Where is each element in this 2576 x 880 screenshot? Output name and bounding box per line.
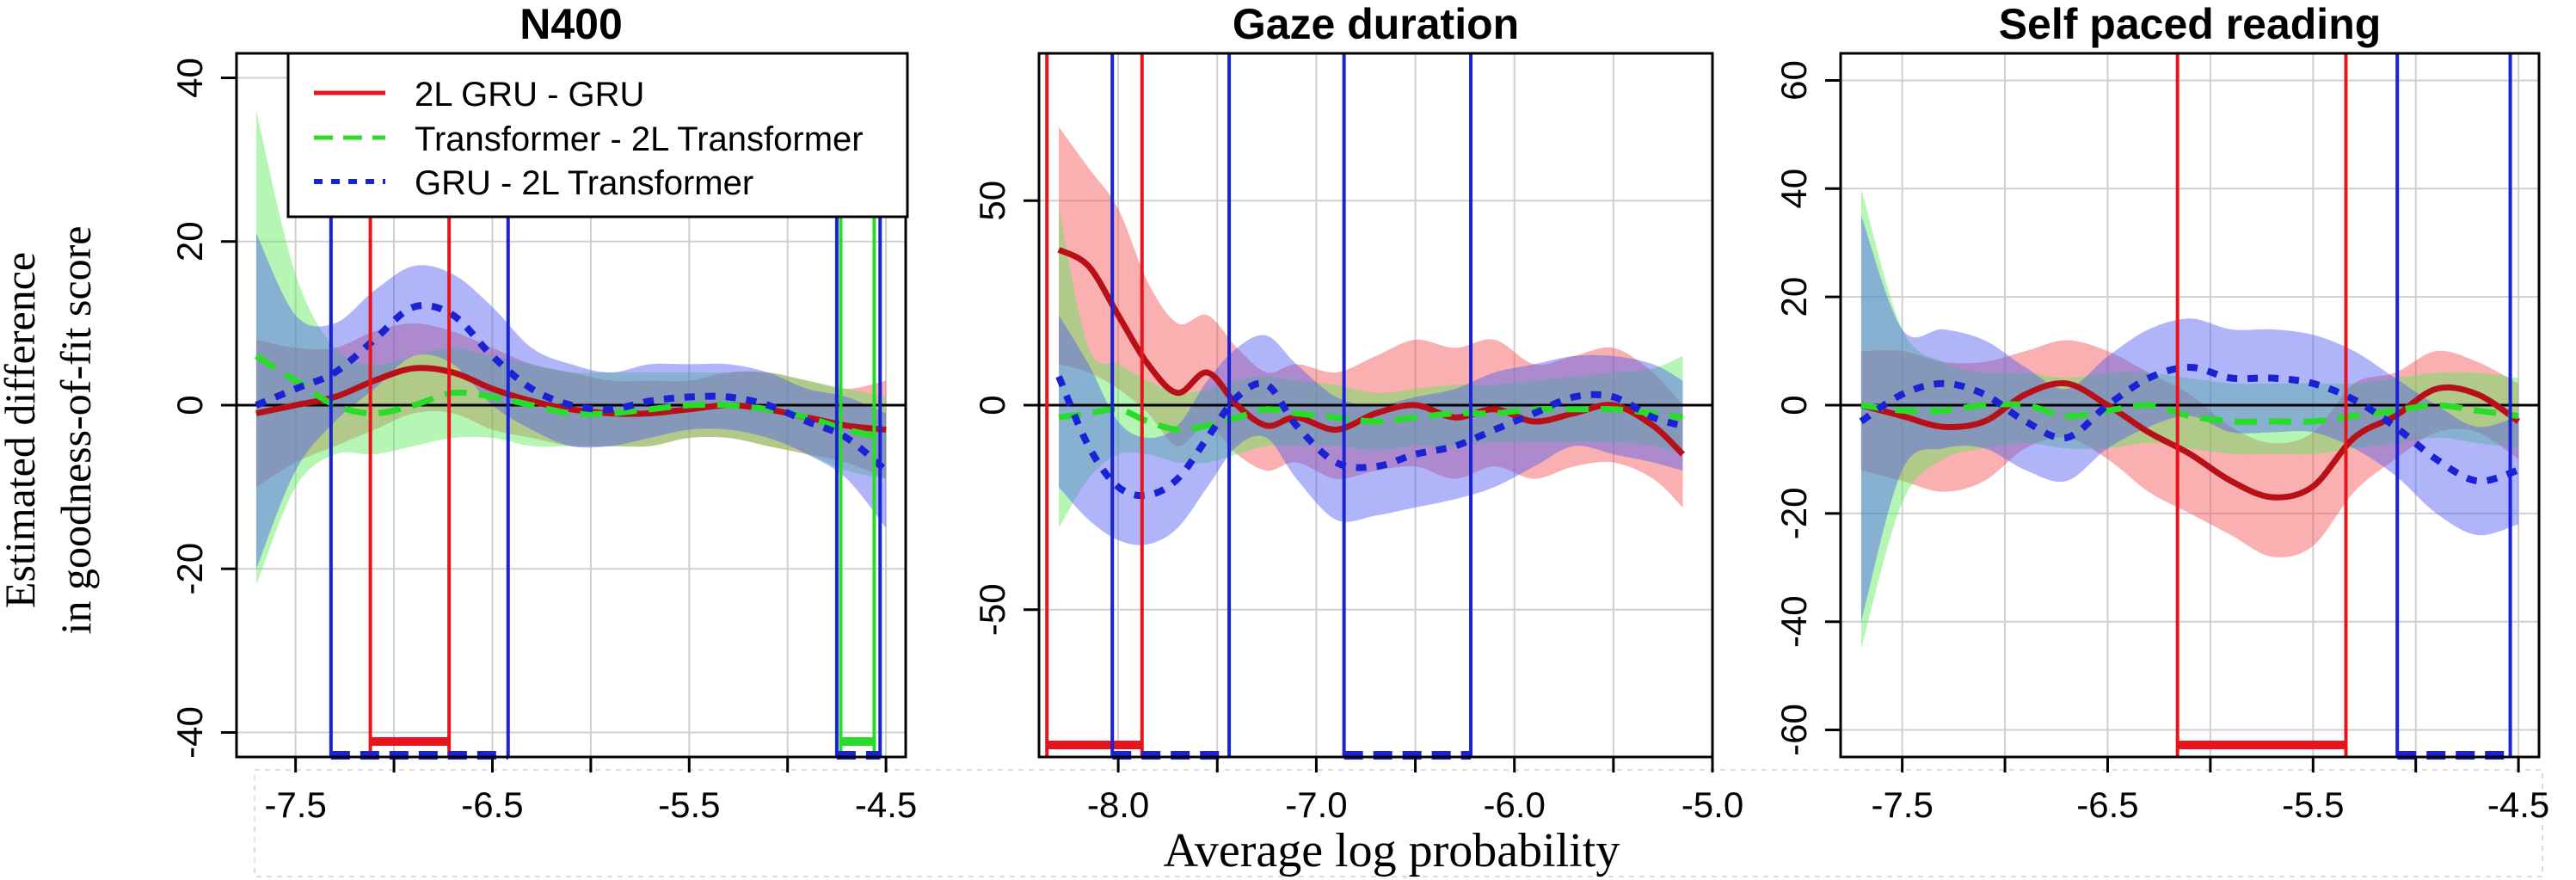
y-axis: -60 -40 -20 0 20 40 60 [1774,60,1841,756]
y-tick-label: 40 [1774,169,1814,209]
y-tick-label: 40 [169,58,210,98]
x-tick-label: -7.5 [1871,785,1933,825]
figure-ylabel-line2: in goodness-of-fit score [52,226,100,635]
plot-area [237,110,906,586]
series-line-red [1057,247,1685,457]
x-tick-label: -5.5 [658,785,720,825]
panel-3: -7.5 -6.5 -5.5 -4.5 -60 -40 -20 0 20 40 60 Self pac… [1774,0,2549,825]
legend: 2L GRU - GRU Transformer - 2L Transforme… [286,52,909,218]
confidence-band-green [1860,188,2519,649]
legend-entry-blue: GRU - 2L Transformer [314,164,753,202]
plot-area [1039,126,1712,545]
significance-region-blue [1110,53,1232,760]
significance-region-blue [1342,53,1473,760]
significance-region-red [2175,53,2348,757]
legend-label-blue: GRU - 2L Transformer [415,164,753,202]
x-axis: -7.5 -6.5 -5.5 -4.5 [1871,757,2549,825]
y-tick-label: -50 [972,583,1012,636]
y-tick-label: 20 [1774,277,1814,317]
x-tick-label: -7.0 [1285,785,1347,825]
x-tick-label: -8.0 [1087,785,1149,825]
series-line-blue [255,302,888,474]
y-tick-label: 0 [1774,395,1814,415]
y-tick-label: 50 [972,181,1012,221]
y-tick-label: 0 [169,395,210,415]
x-tick-label: -4.5 [855,785,917,825]
panel-title: N400 [520,0,623,48]
panel-title: Self paced reading [1999,0,2382,48]
significance-region-blue [2395,53,2512,760]
x-tick-label: -6.5 [2076,785,2138,825]
series-line-green [255,353,887,441]
significance-region-red [1045,53,1144,757]
confidence-band-blue [255,233,887,569]
confidence-band-green [1059,208,1683,528]
y-axis: -40 -20 0 20 40 [169,58,237,759]
legend-box [286,52,909,218]
panel-2: -8.0 -7.0 -6.0 -5.0 -50 0 50 Gaze duration [972,0,1743,825]
series-line-blue [1055,375,1684,500]
x-tick-label: -4.5 [2487,785,2549,825]
y-tick-label: -20 [169,543,210,595]
series-line-green [1058,405,1683,434]
legend-label-red: 2L GRU - GRU [415,76,644,114]
y-tick-label: 0 [972,395,1012,415]
x-axis: -8.0 -7.0 -6.0 -5.0 [1087,757,1743,825]
x-tick-label: -5.0 [1681,785,1743,825]
series-line-green [1860,401,2519,425]
y-tick-label: -40 [1774,595,1814,648]
y-tick-label: -40 [169,706,210,759]
legend-label-green: Transformer - 2L Transformer [415,120,864,158]
legend-entry-green: Transformer - 2L Transformer [314,120,864,158]
y-tick-label: -20 [1774,487,1814,539]
y-tick-label: -60 [1774,704,1814,756]
figure-ylabel-line1: Estimated difference [0,252,44,608]
panel-title: Gaze duration [1233,0,1519,48]
x-tick-label: -6.0 [1484,785,1546,825]
y-axis: -50 0 50 [972,181,1039,636]
y-tick-label: 60 [1774,60,1814,101]
x-axis: -7.5 -6.5 -5.5 -4.5 [264,757,917,825]
figure-xlabel: Average log probability [1164,824,1620,877]
x-tick-label: -5.5 [2282,785,2344,825]
series-line-red [255,365,887,433]
legend-entry-red: 2L GRU - GRU [314,76,644,114]
confidence-band-blue [1059,315,1683,545]
confidence-band-red [1059,126,1683,508]
y-tick-label: 20 [169,221,210,262]
series-line-blue [1859,363,2520,485]
x-tick-label: -6.5 [461,785,523,825]
x-tick-label: -7.5 [264,785,326,825]
plot-area [1841,188,2539,649]
